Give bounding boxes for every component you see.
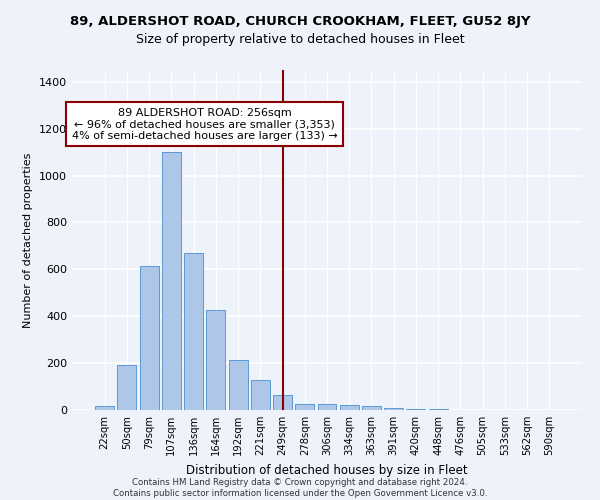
Bar (184, 253, 203, 410)
Text: Contains HM Land Registry data © Crown copyright and database right 2024.
Contai: Contains HM Land Registry data © Crown c… (113, 478, 487, 498)
Bar (206, 310, 225, 410)
Text: 89, ALDERSHOT ROAD, CHURCH CROOKHAM, FLEET, GU52 8JY: 89, ALDERSHOT ROAD, CHURCH CROOKHAM, FLE… (70, 15, 530, 28)
Bar (384, 408, 403, 410)
Bar (95, 406, 114, 410)
Bar (362, 406, 381, 410)
Bar (295, 404, 314, 410)
Y-axis label: Number of detached properties: Number of detached properties (23, 152, 34, 328)
Bar (118, 366, 136, 410)
Bar (273, 395, 292, 410)
Text: Size of property relative to detached houses in Fleet: Size of property relative to detached ho… (136, 32, 464, 46)
Bar (317, 404, 337, 410)
Bar (406, 409, 425, 410)
Text: 89 ALDERSHOT ROAD: 256sqm
← 96% of detached houses are smaller (3,353)
4% of sem: 89 ALDERSHOT ROAD: 256sqm ← 96% of detac… (72, 108, 338, 140)
Bar (140, 266, 158, 410)
Bar (229, 360, 248, 410)
Bar (162, 152, 181, 410)
X-axis label: Distribution of detached houses by size in Fleet: Distribution of detached houses by size … (186, 464, 468, 476)
Bar (340, 406, 359, 410)
Bar (251, 380, 270, 410)
